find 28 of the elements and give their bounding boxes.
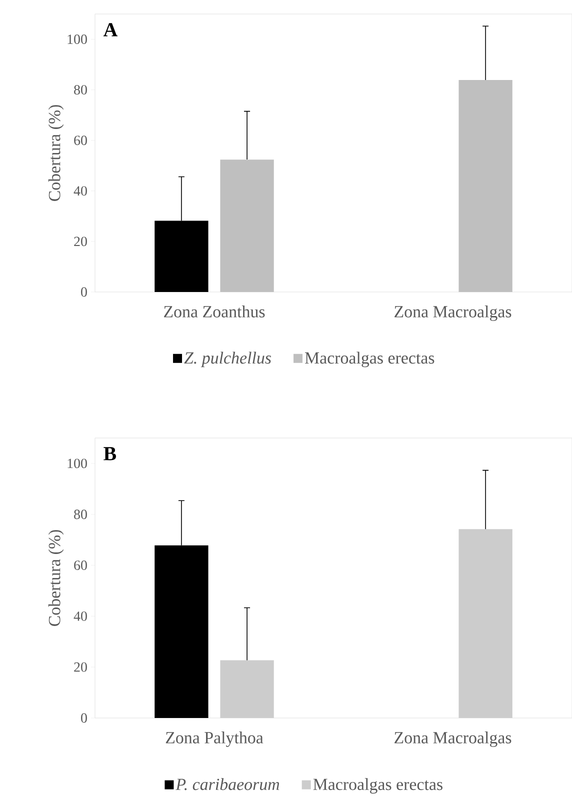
y-tick-label: 20 xyxy=(74,662,87,672)
y-tick-label: 100 xyxy=(68,34,87,44)
legend-label: Macroalgas erectas xyxy=(313,778,442,794)
y-tick-label: 40 xyxy=(74,611,87,621)
bar xyxy=(220,660,274,718)
legend-label: P. caribaeorum xyxy=(176,778,280,790)
y-axis-title: Cobertura (%) xyxy=(48,530,64,626)
y-tick-label: 60 xyxy=(74,560,87,570)
annotation: A xyxy=(103,23,118,36)
y-tick-label: 0 xyxy=(81,287,87,297)
y-tick-label: 80 xyxy=(74,510,87,520)
bar xyxy=(458,80,512,292)
legend-label: Z. pulchellus xyxy=(184,352,271,368)
y-axis-title: Cobertura (%) xyxy=(48,105,64,201)
annotation: B xyxy=(104,447,116,460)
y-tick-label: 80 xyxy=(74,85,87,95)
legend-label: Macroalgas erectas xyxy=(304,352,434,368)
y-tick-label: 0 xyxy=(81,713,87,723)
x-tick-label: Zona Palythoa xyxy=(166,732,264,747)
x-tick-label: Zona Macroalgas xyxy=(394,732,512,747)
y-tick-label: 40 xyxy=(74,186,87,196)
x-tick-label: Zona Zoanthus xyxy=(164,306,265,318)
bar xyxy=(458,529,512,718)
bar xyxy=(220,160,274,292)
y-tick-label: 20 xyxy=(74,236,87,246)
x-tick-label: Zona Macroalgas xyxy=(394,306,512,321)
y-tick-label: 100 xyxy=(68,458,87,468)
y-tick-label: 60 xyxy=(74,136,87,146)
